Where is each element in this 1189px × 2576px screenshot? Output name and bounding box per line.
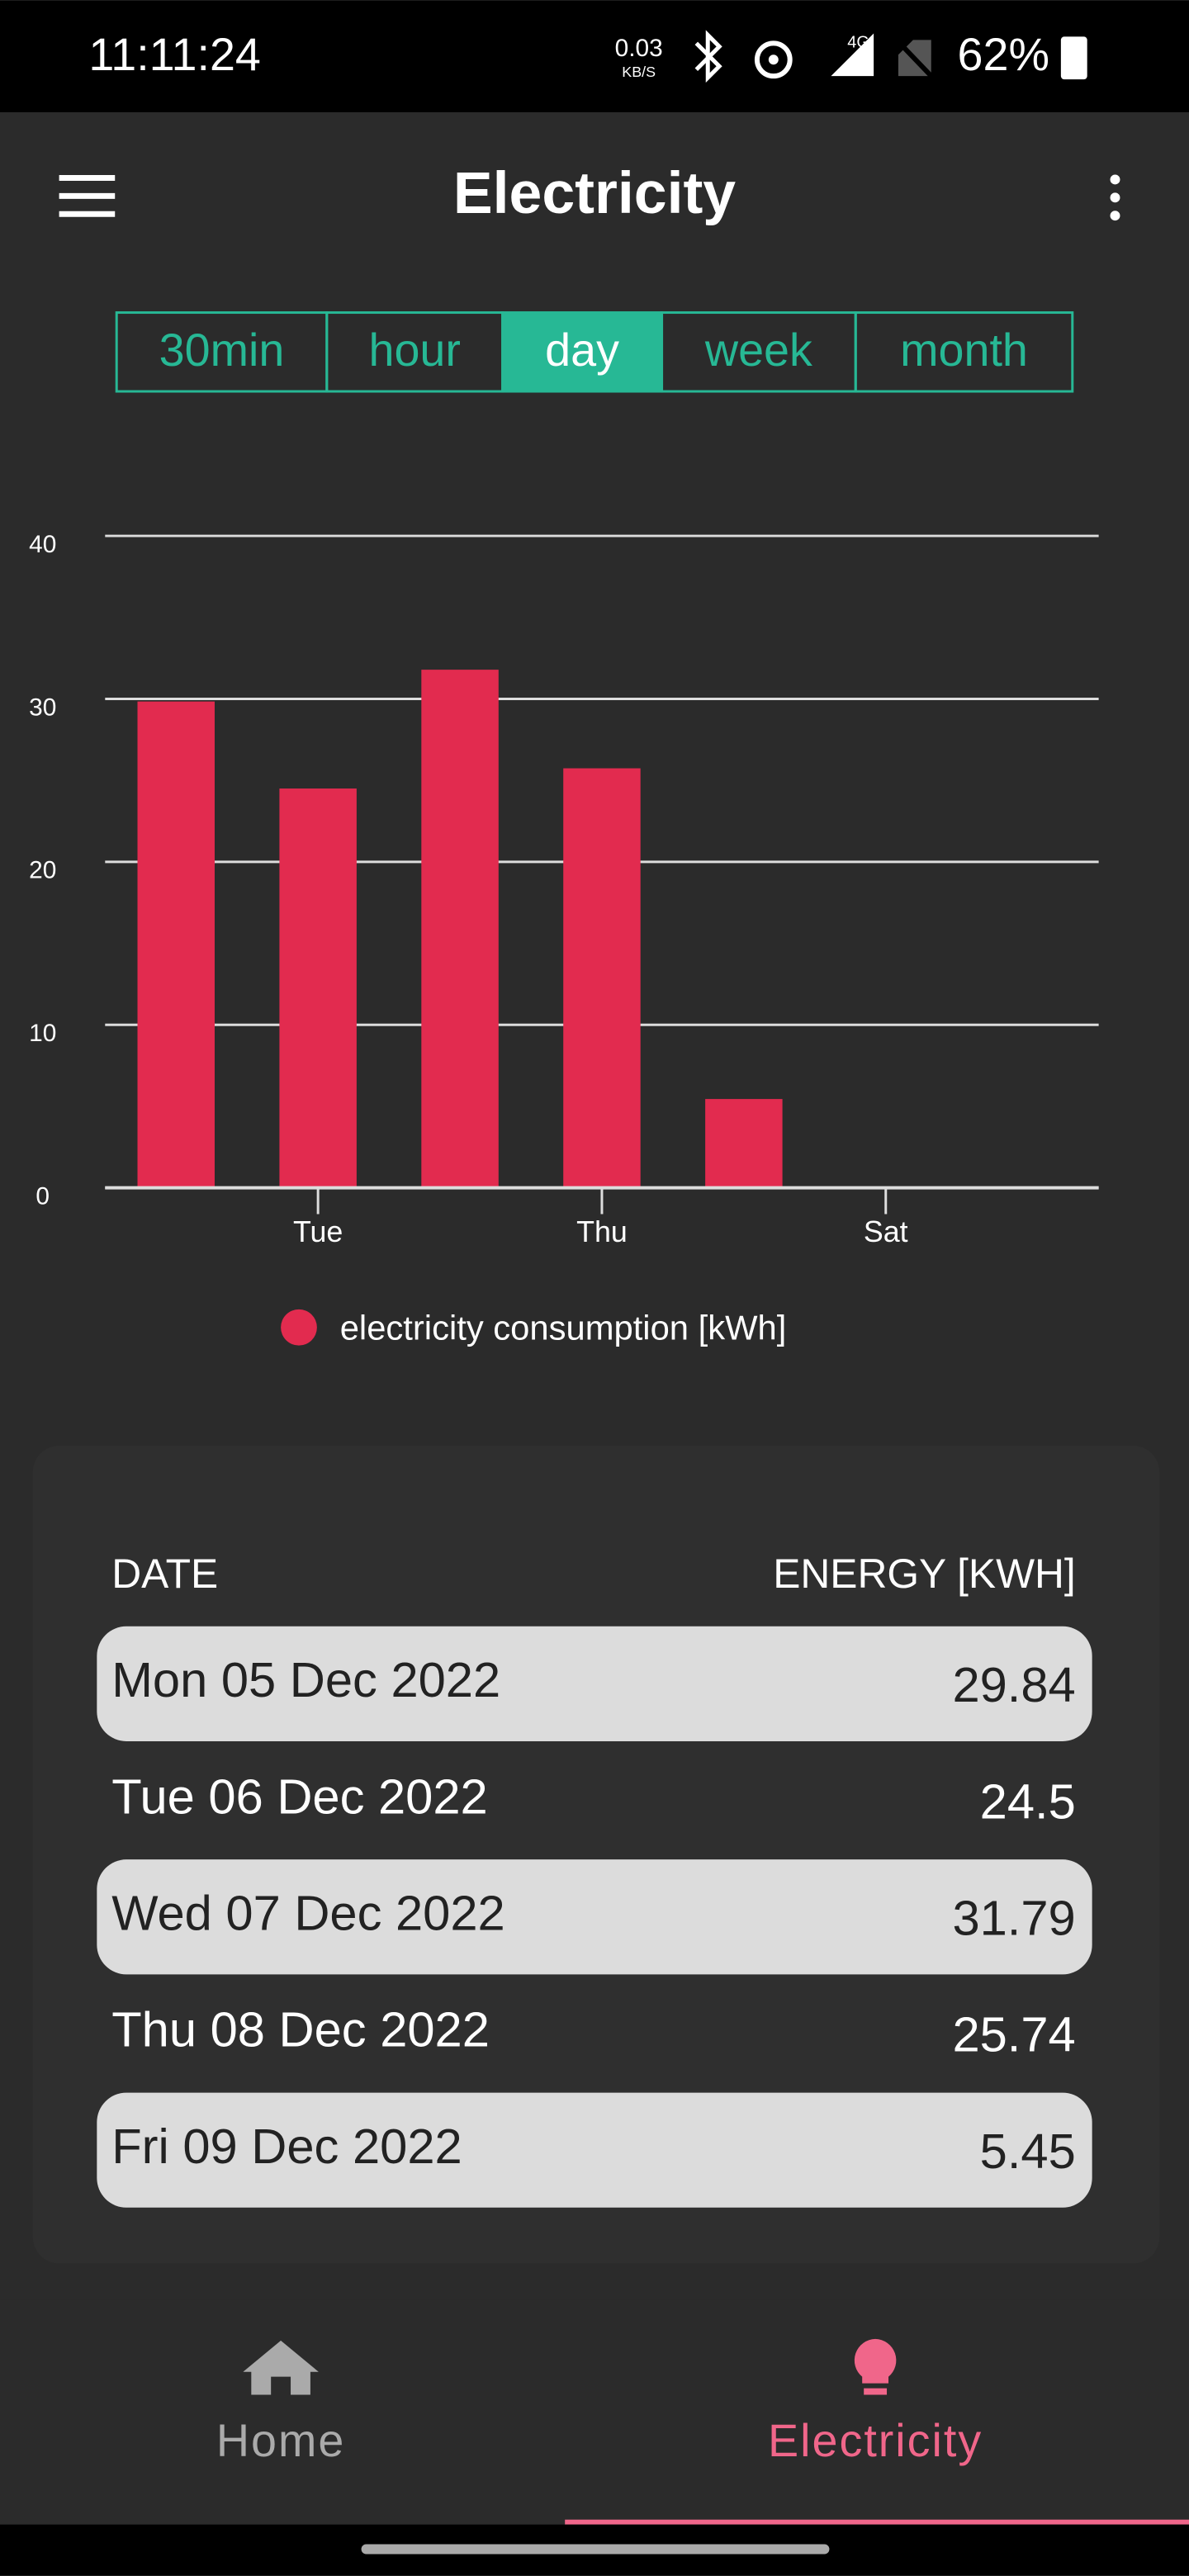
table-row-bg — [97, 1626, 1092, 1741]
status-battery: 62% — [958, 29, 1049, 80]
sim-slash — [894, 38, 936, 82]
home-indicator — [361, 2544, 830, 2555]
bottom-nav — [0, 2299, 1189, 2525]
tab-label: hour — [368, 324, 460, 376]
tab-label: day — [545, 324, 619, 376]
app-title: Electricity — [453, 160, 736, 226]
y-tick-label: 30 — [29, 694, 56, 721]
status-time: 11:11:24 — [88, 29, 261, 80]
table-value: 5.45 — [980, 2124, 1076, 2179]
nav-item[interactable]: Electricity — [768, 2415, 983, 2466]
bar — [705, 1099, 783, 1188]
table-header: DATE — [111, 1551, 218, 1597]
hotspot-dot — [768, 54, 779, 65]
home-icon — [243, 2340, 319, 2395]
table-date: Thu 08 Dec 2022 — [111, 2002, 490, 2057]
status-speed-unit: KB/S — [622, 64, 656, 80]
signal-icon — [831, 33, 874, 77]
legend-label: electricity consumption [kWh] — [340, 1309, 787, 1347]
battery-icon — [1060, 36, 1087, 80]
bulb-icon — [854, 2338, 897, 2395]
table-value: 29.84 — [952, 1657, 1075, 1712]
table: Mon 05 Dec 2022 29.84 Tue 06 Dec 2022 24.5 W… — [97, 1626, 1092, 2208]
x-tick-label: Tue — [293, 1215, 343, 1248]
status-bar — [0, 0, 1189, 112]
table-value: 31.79 — [952, 1891, 1075, 1946]
tab-label: week — [704, 324, 812, 376]
table-date: Mon 05 Dec 2022 — [111, 1652, 500, 1707]
nav-items: Home Electricity — [216, 2415, 1189, 2525]
y-tick-label: 20 — [29, 857, 56, 884]
menu-button[interactable] — [59, 174, 116, 217]
x-tick-label: Sat — [864, 1215, 908, 1248]
table-date: Fri 09 Dec 2022 — [111, 2119, 462, 2174]
period-tabs: 30min hour day week month — [115, 311, 1074, 393]
bar — [279, 788, 357, 1188]
nav-indicator — [565, 2519, 1189, 2525]
nav-item[interactable]: Home — [216, 2415, 346, 2466]
y-tick-label: 40 — [29, 531, 56, 558]
tab-label: 30min — [159, 324, 285, 376]
table-date: Tue 06 Dec 2022 — [111, 1769, 487, 1824]
bluetooth-icon — [694, 30, 722, 83]
legend-swatch — [281, 1309, 317, 1346]
x-tick-label: Thu — [576, 1215, 628, 1248]
table-date: Wed 07 Dec 2022 — [111, 1886, 504, 1941]
bar — [137, 701, 215, 1188]
table-value: 24.5 — [980, 1773, 1076, 1829]
status-speed: 0.03 — [615, 35, 663, 62]
hotspot-icon — [754, 40, 793, 79]
bar — [421, 670, 499, 1188]
chart: 0 10 20 30 40 Tue Thu Sat electricity consumptio… — [29, 531, 1099, 1347]
y-tick-label: 0 — [36, 1182, 50, 1210]
table-row-bg — [97, 2092, 1092, 2208]
tab-label: month — [900, 324, 1028, 376]
y-tick-label: 10 — [29, 1020, 56, 1047]
tab[interactable] — [854, 311, 1074, 393]
table-value: 25.74 — [952, 2007, 1075, 2062]
more-button[interactable] — [1110, 174, 1120, 221]
tab[interactable] — [501, 311, 664, 393]
table-header: ENERGY [KWH] — [773, 1551, 1076, 1597]
bar — [563, 768, 641, 1188]
table-row-bg — [97, 1859, 1092, 1975]
